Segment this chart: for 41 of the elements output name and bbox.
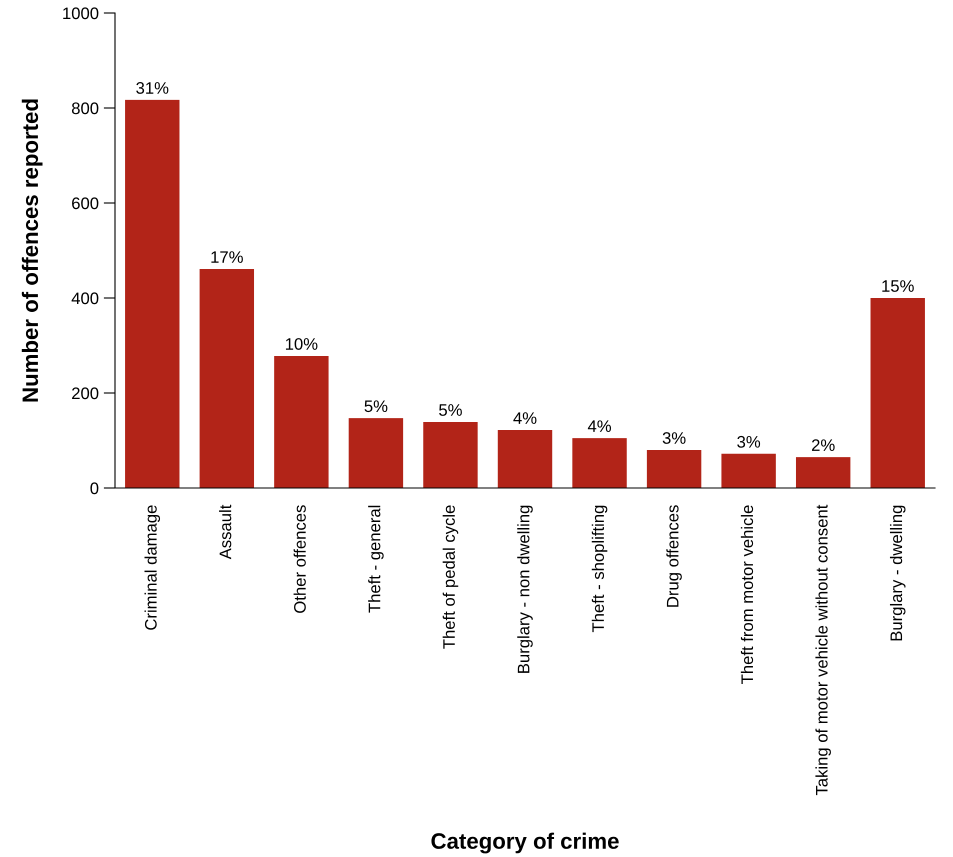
x-tick-label: Theft of pedal cycle (442, 505, 458, 649)
annotation: 15% (882, 280, 914, 292)
annotation: 3% (737, 436, 760, 448)
annotation: 5% (364, 400, 388, 412)
y-tick-label: 1000 (63, 7, 98, 20)
annotation: 3% (662, 432, 686, 444)
y-tick-label: 0 (90, 482, 98, 494)
y-tick-label: 200 (72, 387, 98, 400)
annotation: 4% (588, 420, 611, 432)
bar (125, 100, 180, 488)
annotation: 5% (439, 404, 462, 416)
x-tick-label: Theft from motor vehicle (740, 505, 754, 684)
bar (646, 450, 702, 488)
x-tick-label: Burglary - dwelling (890, 506, 906, 640)
x-tick-label: Taking of motor vehicle without consent (815, 504, 831, 796)
x-tick-label: Theft - shoplifting (592, 506, 608, 632)
annotation: 31% (136, 82, 168, 94)
x-tick-label: Burglary - non dwelling (517, 506, 533, 673)
x-tick-label: Criminal damage (144, 505, 160, 630)
bar (870, 298, 925, 488)
bar (796, 457, 850, 488)
bar (423, 422, 478, 488)
y-tick-label: 400 (72, 292, 98, 304)
annotation: 4% (513, 412, 536, 424)
bar (572, 438, 627, 488)
x-tick-label: Theft - general (368, 506, 384, 613)
y-axis-title: Number of offences reported (22, 99, 43, 402)
x-tick-label: Other offences (294, 505, 306, 613)
x-tick-label: Assault (219, 504, 232, 560)
x-axis-title: Category of crime (431, 832, 619, 854)
bar (498, 430, 552, 488)
annotation: 10% (286, 338, 318, 350)
bar (200, 269, 254, 488)
bar (348, 418, 404, 488)
annotation: 17% (211, 251, 243, 263)
x-tick-label: Drug offences (666, 505, 682, 607)
y-tick-label: 600 (72, 197, 98, 210)
annotation: 2% (812, 439, 835, 451)
y-tick-label: 800 (72, 102, 98, 114)
bar (721, 454, 776, 488)
bar (274, 356, 329, 488)
